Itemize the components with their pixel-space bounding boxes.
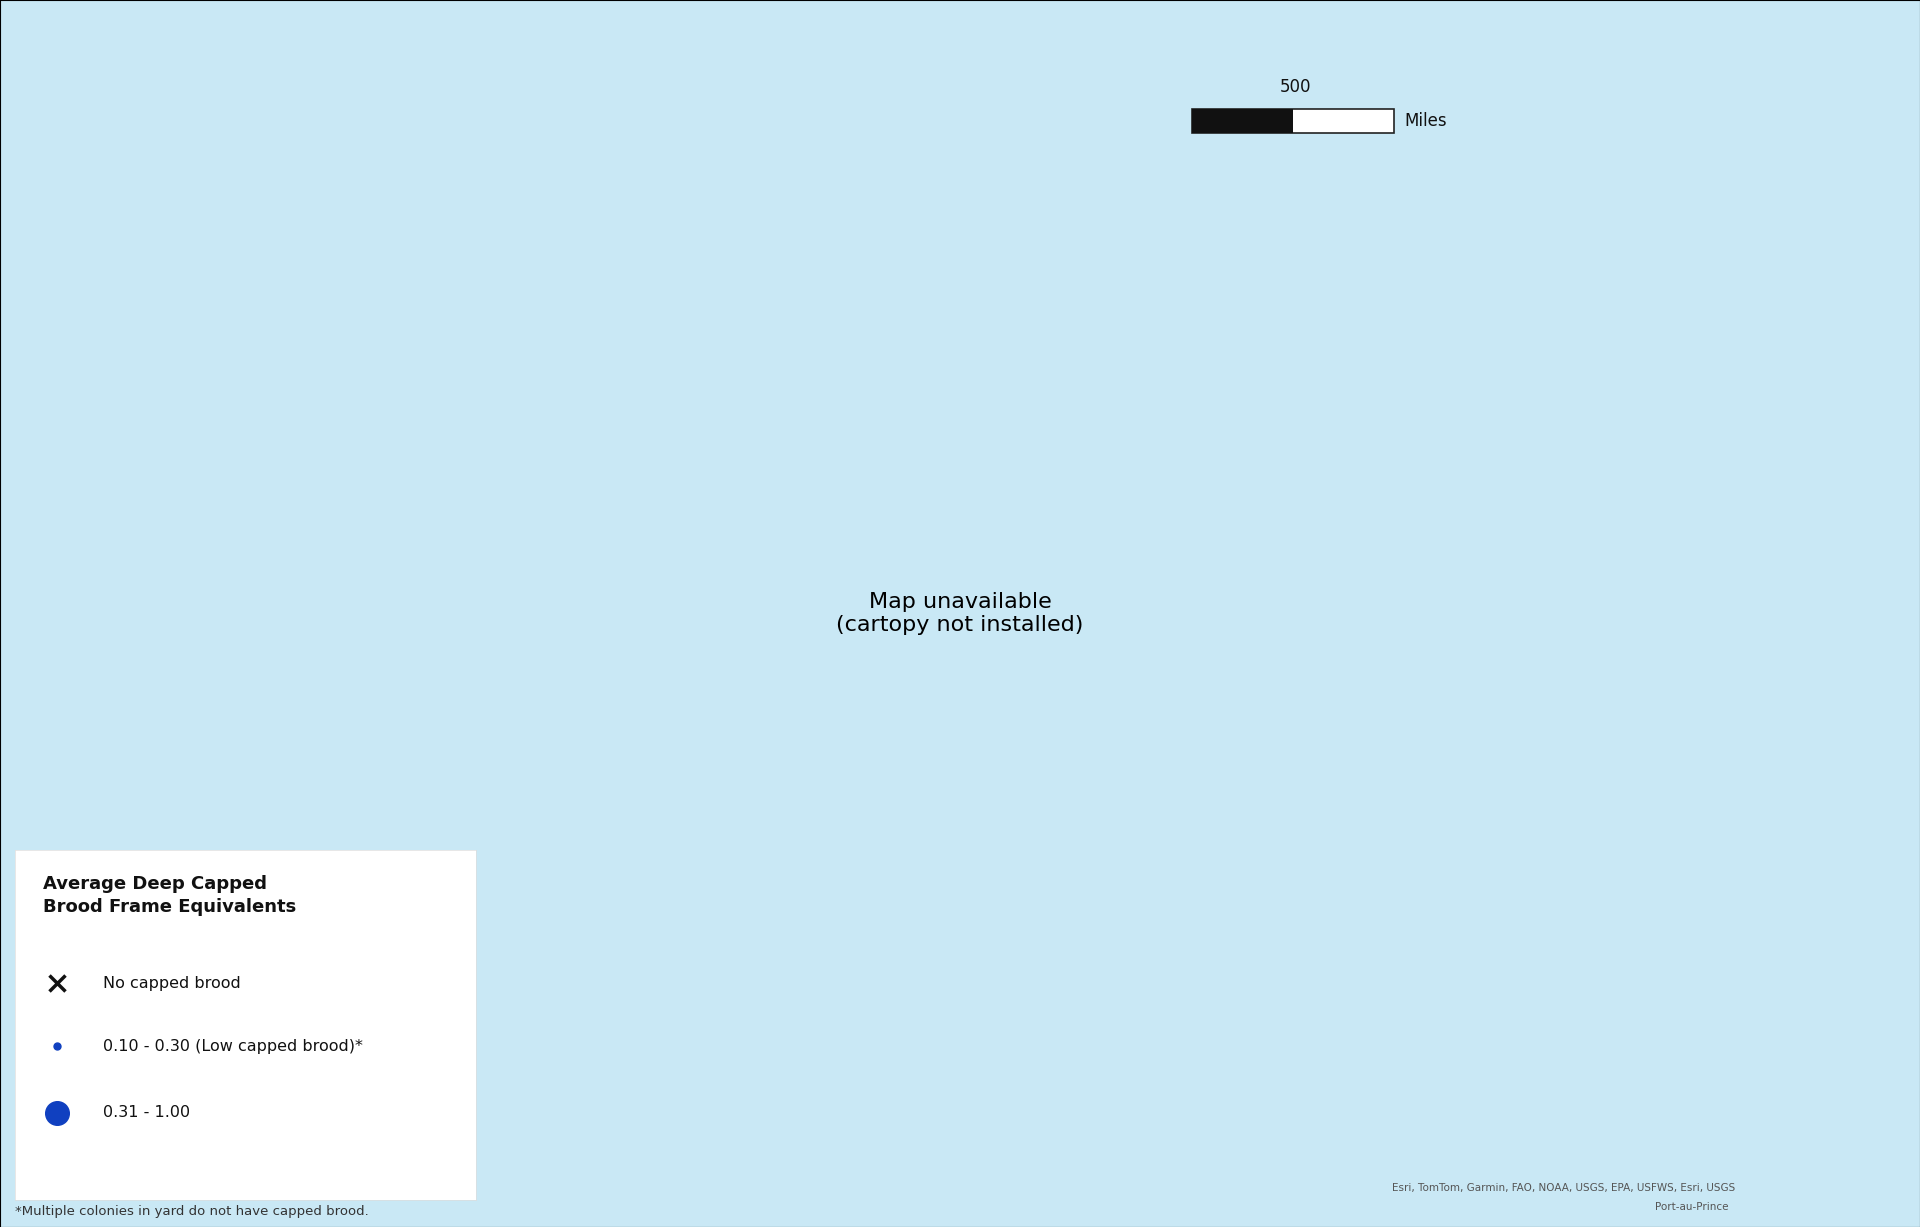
Text: *Multiple colonies in yard do not have capped brood.: *Multiple colonies in yard do not have c…	[15, 1205, 369, 1218]
Text: No capped brood: No capped brood	[104, 975, 240, 990]
Text: Average Deep Capped
Brood Frame Equivalents: Average Deep Capped Brood Frame Equivale…	[42, 875, 296, 917]
Bar	[1192, 109, 1394, 134]
Text: Esri, TomTom, Garmin, FAO, NOAA, USGS, EPA, USFWS, Esri, USGS: Esri, TomTom, Garmin, FAO, NOAA, USGS, E…	[1392, 1183, 1736, 1193]
Text: Miles: Miles	[1404, 112, 1448, 130]
Bar	[1192, 109, 1292, 134]
Text: Map unavailable
(cartopy not installed): Map unavailable (cartopy not installed)	[837, 591, 1083, 636]
Text: 0.10 - 0.30 (Low capped brood)*: 0.10 - 0.30 (Low capped brood)*	[104, 1038, 363, 1054]
Text: 0.31 - 1.00: 0.31 - 1.00	[104, 1106, 190, 1120]
Text: Port-au-Prince: Port-au-Prince	[1655, 1202, 1728, 1212]
Text: 500: 500	[1279, 77, 1311, 96]
